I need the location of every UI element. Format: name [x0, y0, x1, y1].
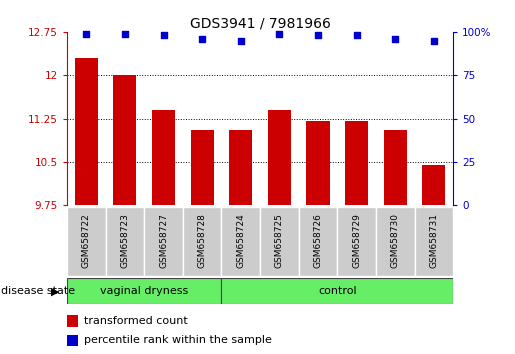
Text: percentile rank within the sample: percentile rank within the sample [84, 335, 272, 345]
Bar [106, 207, 144, 276]
Bar [268, 110, 291, 205]
Bar [384, 130, 407, 205]
Text: GSM658725: GSM658725 [275, 213, 284, 268]
Point [121, 31, 129, 36]
Text: control: control [318, 286, 356, 296]
Point [430, 38, 438, 44]
Point [352, 33, 360, 38]
Bar [306, 121, 330, 205]
Bar [67, 335, 78, 346]
Text: GSM658726: GSM658726 [314, 213, 322, 268]
Text: GSM658727: GSM658727 [159, 213, 168, 268]
Title: GDS3941 / 7981966: GDS3941 / 7981966 [190, 17, 331, 31]
Bar [191, 130, 214, 205]
Bar [299, 207, 337, 276]
Text: ▶: ▶ [50, 286, 59, 296]
Point [314, 33, 322, 38]
Text: GSM658724: GSM658724 [236, 213, 245, 268]
Bar [152, 110, 175, 205]
Bar [260, 207, 299, 276]
Text: GSM658722: GSM658722 [82, 213, 91, 268]
Text: GSM658729: GSM658729 [352, 213, 361, 268]
Point [275, 31, 283, 36]
Text: GSM658723: GSM658723 [121, 213, 129, 268]
Point [198, 36, 206, 42]
Bar [376, 207, 415, 276]
Bar [415, 207, 453, 276]
Point [391, 36, 400, 42]
Bar [75, 58, 98, 205]
Bar [345, 121, 368, 205]
Text: GSM658730: GSM658730 [391, 213, 400, 268]
Text: GSM658731: GSM658731 [430, 213, 438, 268]
Bar [422, 165, 445, 205]
Bar [221, 207, 260, 276]
Bar [67, 207, 106, 276]
Bar [221, 278, 453, 304]
Text: disease state: disease state [1, 286, 75, 296]
Bar [144, 207, 183, 276]
Bar [67, 315, 78, 327]
Bar [67, 278, 221, 304]
Bar [229, 130, 252, 205]
Point [236, 38, 245, 44]
Text: vaginal dryness: vaginal dryness [100, 286, 188, 296]
Bar [113, 75, 136, 205]
Bar [337, 207, 376, 276]
Text: GSM658728: GSM658728 [198, 213, 207, 268]
Point [159, 33, 167, 38]
Bar [183, 207, 221, 276]
Text: transformed count: transformed count [84, 316, 188, 326]
Point [82, 31, 91, 36]
